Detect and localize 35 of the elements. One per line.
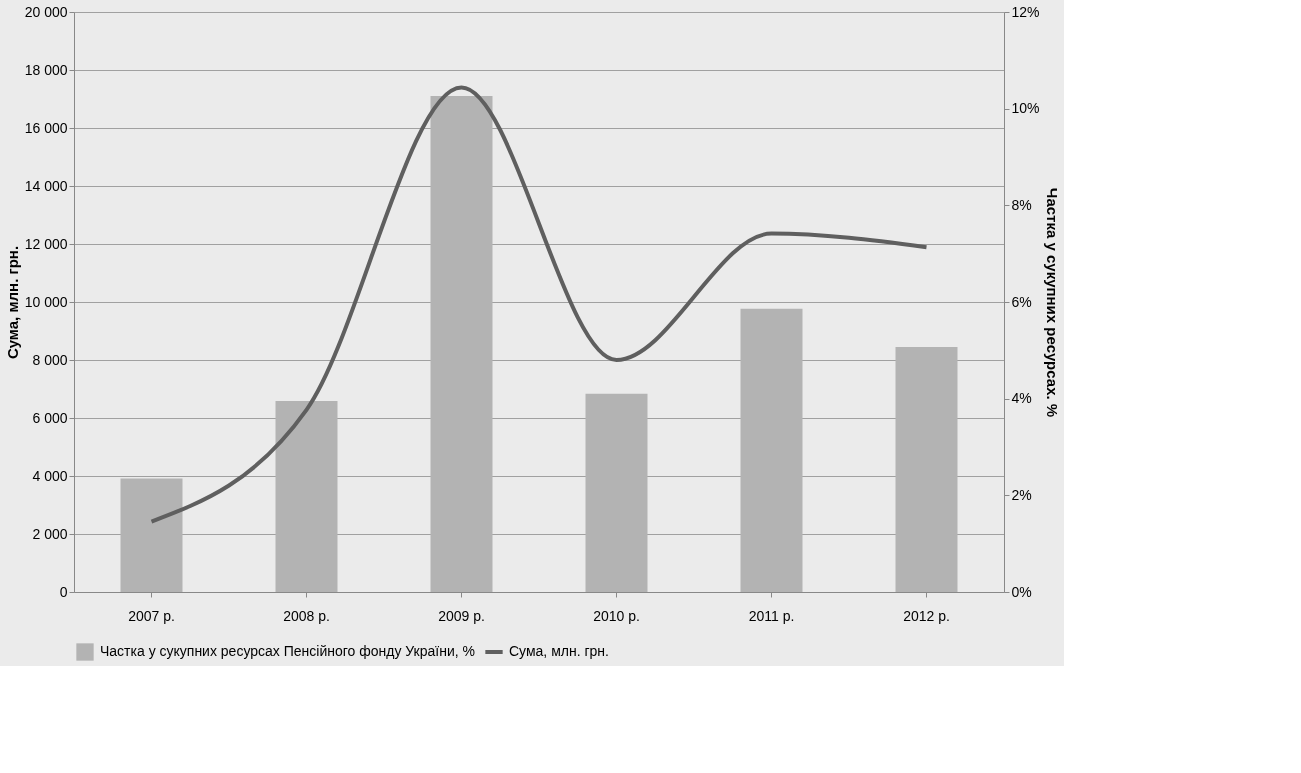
bar — [430, 96, 493, 592]
y2-tick-label: 10% — [1011, 100, 1040, 117]
y-axis-title: Сума, млн. грн. — [3, 245, 21, 360]
y2-tick-label: 8% — [1011, 196, 1032, 213]
bar — [740, 308, 803, 592]
y2-tick-label: 4% — [1011, 390, 1032, 407]
y2-tick-label: 2% — [1011, 486, 1032, 503]
y-tick-label: 12 000 — [24, 235, 68, 252]
bar — [275, 401, 338, 592]
y2-tick-label: 0% — [1011, 583, 1032, 600]
x-tick-label: 2012 р. — [903, 607, 950, 624]
legend-label: Сума, млн. грн. — [509, 643, 609, 659]
y-tick-label: 20 000 — [24, 3, 68, 20]
bar — [895, 346, 958, 592]
legend-label: Частка у сукупних ресурсах Пенсійного фонду України, % — [100, 643, 475, 659]
y-tick-label: 16 000 — [24, 119, 68, 136]
x-tick-label: 2010 р. — [593, 607, 640, 624]
bar — [585, 393, 648, 592]
y-tick-label: 18 000 — [24, 61, 68, 78]
y-tick-label: 8 000 — [32, 351, 68, 368]
bar — [120, 478, 183, 592]
y-tick-label: 6 000 — [32, 409, 68, 426]
x-tick-label: 2008 р. — [283, 607, 330, 624]
y-tick-label: 4 000 — [32, 467, 68, 484]
y2-tick-label: 12% — [1011, 3, 1040, 20]
y-tick-label: 14 000 — [24, 177, 68, 194]
line-series — [149, 85, 929, 524]
y-tick-label: 10 000 — [24, 293, 68, 310]
x-tick-label: 2011 р. — [748, 607, 795, 624]
y-tick-label: 2 000 — [32, 525, 68, 542]
y2-axis-title: Частка у сукупних ресурсах. % — [1043, 187, 1061, 418]
x-tick-label: 2007 р. — [128, 607, 175, 624]
x-tick-label: 2009 р. — [438, 607, 485, 624]
y2-tick-label: 6% — [1011, 293, 1032, 310]
y-tick-label: 0 — [59, 583, 68, 600]
